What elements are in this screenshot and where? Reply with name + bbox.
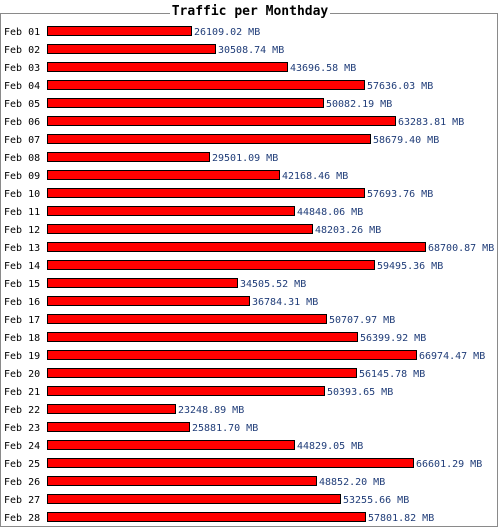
bar [47,368,357,378]
value-label: 44829.05 MB [297,441,363,452]
value-label: 48203.26 MB [315,225,381,236]
value-label: 68700.87 MB [428,243,494,254]
bar [47,188,365,198]
category-label: Feb 12 [4,225,40,236]
value-label: 58679.40 MB [373,135,439,146]
category-label: Feb 10 [4,189,40,200]
value-label: 23248.89 MB [178,405,244,416]
bar [47,224,313,234]
category-label: Feb 24 [4,441,40,452]
bar [47,494,341,504]
value-label: 63283.81 MB [398,117,464,128]
bar [47,116,396,126]
bar [47,26,192,36]
value-label: 66601.29 MB [416,459,482,470]
bar [47,422,190,432]
category-label: Feb 27 [4,495,40,506]
category-label: Feb 13 [4,243,40,254]
value-label: 42168.46 MB [282,171,348,182]
bar [47,440,295,450]
value-label: 57693.76 MB [367,189,433,200]
category-label: Feb 14 [4,261,40,272]
value-label: 56399.92 MB [360,333,426,344]
value-label: 30508.74 MB [218,45,284,56]
bar [47,350,417,360]
bar [47,134,371,144]
value-label: 26109.02 MB [194,27,260,38]
value-label: 57636.03 MB [367,81,433,92]
category-label: Feb 05 [4,99,40,110]
value-label: 44848.06 MB [297,207,363,218]
bar [47,386,325,396]
category-label: Feb 06 [4,117,40,128]
value-label: 50393.65 MB [327,387,393,398]
category-label: Feb 09 [4,171,40,182]
bar [47,44,216,54]
category-label: Feb 08 [4,153,40,164]
bar [47,260,375,270]
value-label: 25881.70 MB [192,423,258,434]
category-label: Feb 23 [4,423,40,434]
bar [47,206,295,216]
category-label: Feb 19 [4,351,40,362]
category-label: Feb 03 [4,63,40,74]
value-label: 48852.20 MB [319,477,385,488]
category-label: Feb 11 [4,207,40,218]
bar [47,80,365,90]
category-label: Feb 04 [4,81,40,92]
bar [47,404,176,414]
value-label: 34505.52 MB [240,279,306,290]
category-label: Feb 28 [4,513,40,524]
category-label: Feb 15 [4,279,40,290]
bar [47,98,324,108]
value-label: 56145.78 MB [359,369,425,380]
category-label: Feb 22 [4,405,40,416]
category-label: Feb 01 [4,27,40,38]
value-label: 59495.36 MB [377,261,443,272]
value-label: 53255.66 MB [343,495,409,506]
category-label: Feb 17 [4,315,40,326]
bar [47,296,250,306]
value-label: 43696.58 MB [290,63,356,74]
bar [47,152,210,162]
value-label: 36784.31 MB [252,297,318,308]
bar [47,278,238,288]
bar [47,314,327,324]
bar [47,62,288,72]
bar [47,332,358,342]
category-label: Feb 02 [4,45,40,56]
category-label: Feb 07 [4,135,40,146]
category-label: Feb 18 [4,333,40,344]
category-label: Feb 25 [4,459,40,470]
value-label: 50082.19 MB [326,99,392,110]
bar [47,512,366,522]
value-label: 29501.09 MB [212,153,278,164]
category-label: Feb 21 [4,387,40,398]
category-label: Feb 26 [4,477,40,488]
bar [47,476,317,486]
category-label: Feb 20 [4,369,40,380]
value-label: 50707.97 MB [329,315,395,326]
value-label: 66974.47 MB [419,351,485,362]
category-label: Feb 16 [4,297,40,308]
bar [47,170,280,180]
bar [47,242,426,252]
bar [47,458,414,468]
value-label: 57801.82 MB [368,513,434,524]
